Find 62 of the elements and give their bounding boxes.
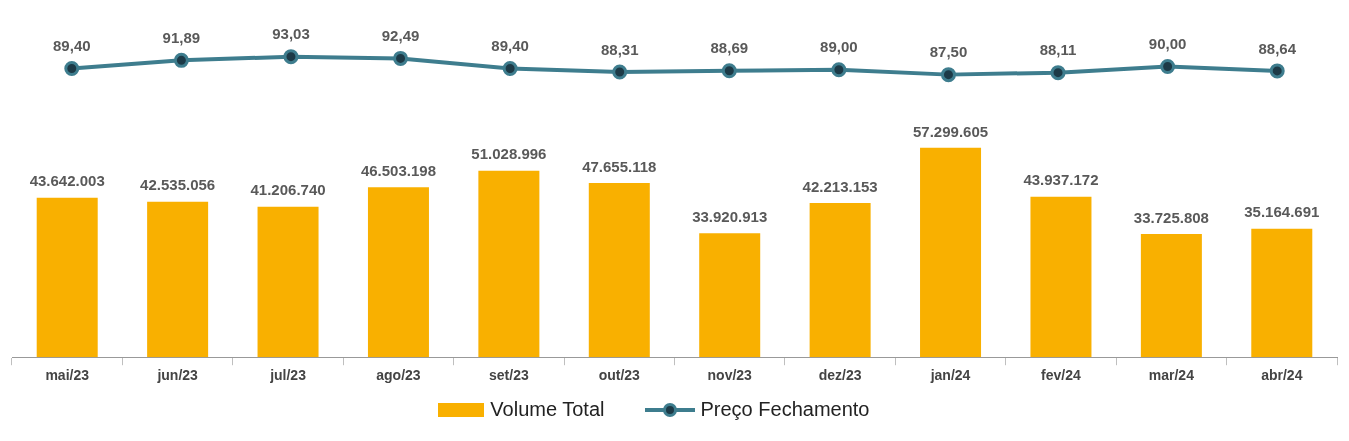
- data-label: 43.937.172: [1023, 171, 1099, 189]
- data-label: 88,31: [600, 40, 639, 58]
- point: [721, 63, 737, 79]
- legend-label: Preço Fechamento: [700, 398, 870, 421]
- data-label: 33.920.913: [692, 207, 768, 225]
- data-label: 89,40: [491, 37, 529, 55]
- point: [1269, 63, 1285, 79]
- data-label: 42.213.153: [802, 177, 878, 195]
- x-tick-label: fev/24: [1041, 367, 1082, 384]
- x-tick-label: mar/24: [1148, 367, 1195, 384]
- bar: [36, 197, 98, 358]
- bar: [478, 170, 540, 358]
- point: [393, 50, 409, 66]
- data-label: 92,49: [381, 27, 420, 45]
- point: [1160, 59, 1176, 74]
- data-label: 47.655.118: [582, 157, 657, 175]
- bar: [588, 183, 650, 358]
- data-label: 35.164.691: [1244, 203, 1320, 221]
- data-label: 43.642.003: [29, 172, 105, 190]
- x-tick-label: nov/23: [707, 367, 753, 384]
- point: [940, 67, 956, 83]
- data-label: 88,11: [1039, 41, 1077, 59]
- x-tick-label: out/23: [598, 367, 641, 384]
- legend-label: Volume Total: [490, 398, 605, 421]
- point: [283, 49, 299, 65]
- bar: [147, 201, 209, 358]
- point: [831, 62, 847, 78]
- x-tick-label: dez/23: [818, 367, 862, 384]
- bar: [809, 202, 871, 358]
- bar: [367, 187, 429, 358]
- x-tick-label: set/23: [489, 367, 529, 384]
- x-tick-label: abr/24: [1261, 367, 1303, 384]
- data-label: 88,69: [710, 39, 749, 57]
- x-tick-label: ago/23: [376, 367, 421, 384]
- data-label: 33.725.808: [1133, 208, 1209, 226]
- data-label: 90,00: [1148, 35, 1187, 53]
- data-label: 46.503.198: [360, 161, 436, 179]
- x-tick-label: jan/24: [929, 367, 971, 384]
- bar: [1030, 196, 1092, 358]
- x-tick-label: mai/23: [45, 367, 90, 384]
- x-tick-label: jul/23: [269, 367, 307, 384]
- data-label: 91,89: [162, 29, 201, 46]
- point: [173, 52, 189, 68]
- bar: [1140, 233, 1202, 358]
- data-label: 89,00: [820, 38, 858, 56]
- bar: [699, 233, 761, 358]
- bar: [1251, 228, 1313, 358]
- data-label: 93,03: [272, 25, 310, 43]
- point: [612, 64, 628, 80]
- data-label: 51.028.996: [471, 145, 547, 163]
- data-label: 57.299.605: [913, 122, 989, 140]
- x-tick-label: jun/23: [156, 367, 199, 384]
- bar: [920, 147, 982, 358]
- data-label: 42.535.056: [140, 176, 216, 194]
- bar: [257, 206, 319, 358]
- data-label: 89,40: [53, 37, 91, 55]
- point: [64, 60, 80, 76]
- point: [1050, 65, 1066, 81]
- data-label: 41.206.740: [250, 181, 326, 199]
- data-label: 87,50: [929, 43, 968, 61]
- data-label: 88,64: [1258, 39, 1297, 57]
- point: [502, 60, 518, 76]
